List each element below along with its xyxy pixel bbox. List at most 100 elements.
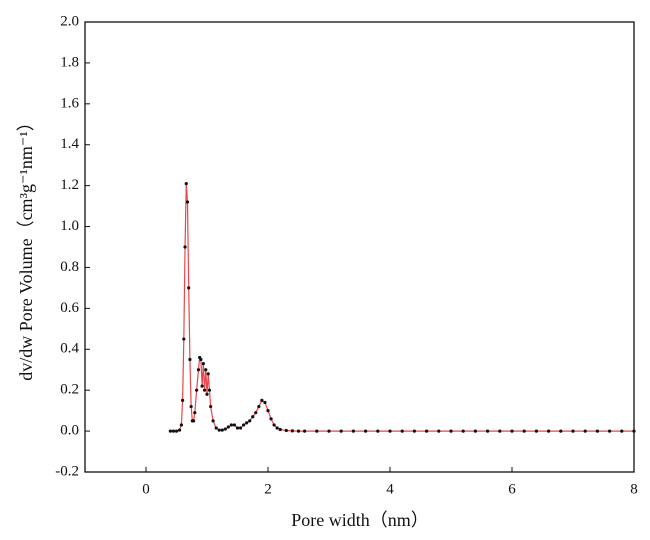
x-tick-label: 4 bbox=[386, 481, 394, 497]
y-tick-label: 1.2 bbox=[60, 177, 79, 193]
x-tick-label: 2 bbox=[264, 481, 272, 497]
data-point bbox=[206, 372, 210, 376]
data-point bbox=[229, 423, 233, 427]
data-point bbox=[284, 428, 288, 433]
data-point bbox=[238, 426, 243, 430]
data-point bbox=[171, 429, 176, 433]
data-point bbox=[177, 428, 182, 432]
data-point bbox=[248, 419, 252, 423]
y-tick-label: 2.0 bbox=[60, 13, 79, 29]
data-point bbox=[388, 429, 392, 433]
data-point bbox=[195, 388, 199, 392]
data-point bbox=[547, 429, 551, 433]
data-point bbox=[189, 404, 193, 409]
data-point bbox=[196, 368, 201, 372]
data-point bbox=[327, 429, 331, 433]
data-point bbox=[251, 415, 255, 419]
x-tick-label: 8 bbox=[630, 481, 638, 497]
data-point bbox=[232, 423, 237, 427]
data-point bbox=[254, 411, 258, 415]
data-point bbox=[188, 357, 192, 362]
data-point bbox=[260, 398, 264, 403]
y-tick-label: 1.0 bbox=[60, 218, 79, 234]
data-point bbox=[220, 428, 224, 432]
y-tick-label: 0.6 bbox=[60, 300, 79, 316]
y-tick-label: 0.0 bbox=[60, 423, 79, 439]
data-point bbox=[296, 429, 301, 433]
data-point bbox=[376, 429, 380, 433]
data-point bbox=[211, 419, 215, 423]
data-point bbox=[200, 384, 204, 388]
data-point bbox=[364, 429, 368, 433]
data-point bbox=[583, 429, 587, 433]
data-point bbox=[534, 429, 539, 433]
x-tick-label: 0 bbox=[142, 481, 150, 497]
data-point bbox=[473, 429, 477, 433]
data-point bbox=[461, 429, 465, 433]
data-point bbox=[242, 423, 246, 427]
data-point bbox=[183, 245, 187, 249]
data-point bbox=[201, 361, 205, 366]
data-point bbox=[275, 426, 279, 430]
y-tick-label: 1.4 bbox=[60, 136, 79, 152]
data-point bbox=[266, 409, 270, 413]
data-point bbox=[185, 200, 190, 204]
data-point bbox=[400, 429, 404, 433]
data-point bbox=[191, 419, 196, 423]
data-point bbox=[174, 429, 179, 433]
data-point bbox=[290, 429, 294, 433]
data-point bbox=[303, 429, 307, 433]
data-point bbox=[449, 429, 453, 433]
data-point bbox=[510, 429, 514, 433]
data-point bbox=[269, 417, 273, 421]
data-point bbox=[339, 429, 343, 433]
y-tick-label: -0.2 bbox=[55, 463, 79, 479]
data-point bbox=[199, 357, 203, 362]
data-point bbox=[498, 429, 502, 433]
data-point bbox=[193, 411, 197, 415]
x-tick-label: 6 bbox=[508, 481, 516, 497]
data-point bbox=[571, 429, 575, 433]
x-axis-title: Pore width（nm） bbox=[291, 510, 429, 530]
y-tick-label: 1.6 bbox=[60, 95, 79, 111]
data-point bbox=[263, 400, 267, 405]
data-point bbox=[632, 429, 636, 433]
data-point bbox=[620, 429, 624, 433]
data-point bbox=[272, 423, 276, 427]
data-point bbox=[486, 429, 490, 433]
y-tick-label: 0.8 bbox=[60, 259, 79, 275]
y-tick-label: 0.2 bbox=[60, 382, 79, 398]
data-point bbox=[559, 429, 563, 433]
data-point bbox=[226, 425, 230, 429]
plot-frame bbox=[84, 21, 635, 473]
data-point bbox=[412, 429, 416, 433]
data-point bbox=[217, 428, 221, 432]
data-point bbox=[595, 429, 600, 433]
data-point bbox=[235, 426, 240, 430]
data-line bbox=[170, 183, 634, 432]
data-point bbox=[187, 286, 191, 290]
data-point bbox=[204, 368, 208, 372]
data-point bbox=[205, 392, 209, 396]
data-point bbox=[214, 426, 218, 430]
data-point bbox=[437, 429, 441, 433]
data-point bbox=[182, 337, 186, 341]
data-point bbox=[425, 429, 429, 433]
data-point bbox=[168, 429, 172, 433]
data-point bbox=[278, 427, 282, 432]
data-point bbox=[202, 388, 207, 392]
data-point bbox=[223, 427, 227, 431]
y-tick-label: 1.8 bbox=[60, 54, 79, 70]
data-point bbox=[181, 398, 185, 403]
data-point bbox=[315, 429, 319, 433]
data-point bbox=[209, 404, 213, 409]
y-tick-label: 0.4 bbox=[60, 341, 79, 357]
data-point bbox=[522, 429, 526, 433]
data-point bbox=[351, 429, 355, 433]
data-point bbox=[179, 423, 183, 427]
data-point bbox=[184, 181, 188, 186]
data-point bbox=[257, 404, 261, 409]
data-point bbox=[245, 421, 249, 425]
data-point bbox=[207, 388, 212, 392]
